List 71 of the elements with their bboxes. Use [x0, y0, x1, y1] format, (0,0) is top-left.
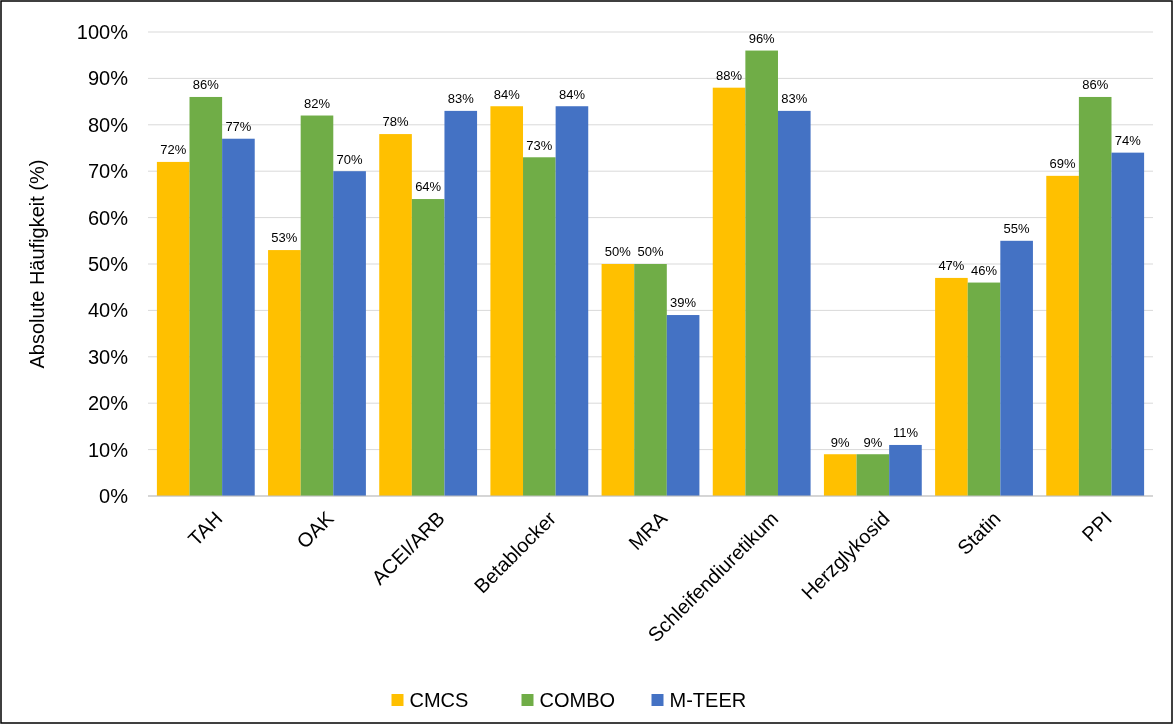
data-label: 86% [192, 77, 220, 93]
data-label: 70% [336, 151, 364, 167]
data-label: 55% [1003, 221, 1031, 237]
bar [1046, 175, 1079, 496]
bar [1000, 240, 1033, 496]
bar [490, 106, 524, 496]
bar [856, 454, 890, 496]
bar [300, 115, 334, 496]
data-label: 50% [637, 244, 664, 260]
data-label: 46% [971, 262, 998, 278]
legend-label: CMCS [409, 689, 469, 711]
y-tick-label: 40% [87, 299, 129, 322]
y-tick-label: 50% [87, 253, 129, 275]
data-label: 50% [604, 244, 632, 260]
x-tick-label: TAH [183, 507, 227, 550]
bar [601, 264, 635, 496]
data-label: 9% [863, 434, 883, 450]
bar [379, 134, 412, 496]
bar [411, 199, 445, 496]
bar [823, 454, 857, 496]
bar [555, 106, 589, 496]
y-tick-label: 30% [87, 345, 129, 368]
data-label: 73% [526, 137, 553, 153]
y-tick-label: 100% [76, 21, 129, 43]
data-label: 82% [303, 95, 331, 111]
bar [634, 264, 667, 496]
data-label: 86% [1082, 77, 1109, 93]
bar [935, 277, 968, 496]
bar [745, 50, 778, 496]
data-label: 83% [781, 91, 808, 107]
data-label: 77% [225, 119, 252, 135]
bar [889, 444, 922, 496]
y-tick-label: 60% [87, 206, 129, 229]
bar [666, 315, 700, 496]
data-label: 69% [1049, 156, 1077, 172]
data-label: 11% [892, 425, 919, 441]
bar [523, 157, 556, 496]
legend-label: COMBO [539, 689, 616, 711]
legend-label: M-TEER [669, 689, 747, 711]
data-label: 39% [670, 295, 697, 311]
bar [444, 110, 478, 496]
data-label: 53% [271, 230, 298, 246]
data-label: 83% [447, 91, 475, 107]
y-tick-label: 90% [87, 67, 129, 90]
bar [967, 282, 1001, 496]
data-label: 47% [938, 258, 965, 274]
data-label: 78% [382, 114, 409, 130]
bar [189, 96, 223, 496]
y-axis-title: Absolute Häufigkeit (%) [26, 159, 48, 369]
x-tick-label: PPI [1077, 507, 1116, 546]
data-label: 72% [160, 142, 187, 158]
bar [333, 171, 366, 496]
bar [712, 87, 746, 496]
data-label: 96% [748, 30, 776, 46]
data-label: 64% [415, 179, 442, 195]
bar [156, 161, 190, 496]
y-tick-label: 70% [87, 160, 129, 183]
bar [268, 250, 301, 496]
data-label: 74% [1114, 133, 1142, 149]
bar [1111, 152, 1145, 496]
bar [777, 110, 811, 496]
y-tick-label: 0% [99, 485, 129, 507]
data-label: 9% [830, 434, 851, 450]
data-label: 84% [493, 86, 521, 102]
data-label: 84% [558, 86, 586, 102]
y-tick-label: 80% [87, 113, 129, 136]
y-tick-label: 20% [87, 392, 129, 415]
bar [1078, 96, 1112, 496]
bar [222, 138, 255, 496]
y-tick-label: 10% [87, 438, 129, 461]
data-label: 88% [716, 68, 743, 84]
